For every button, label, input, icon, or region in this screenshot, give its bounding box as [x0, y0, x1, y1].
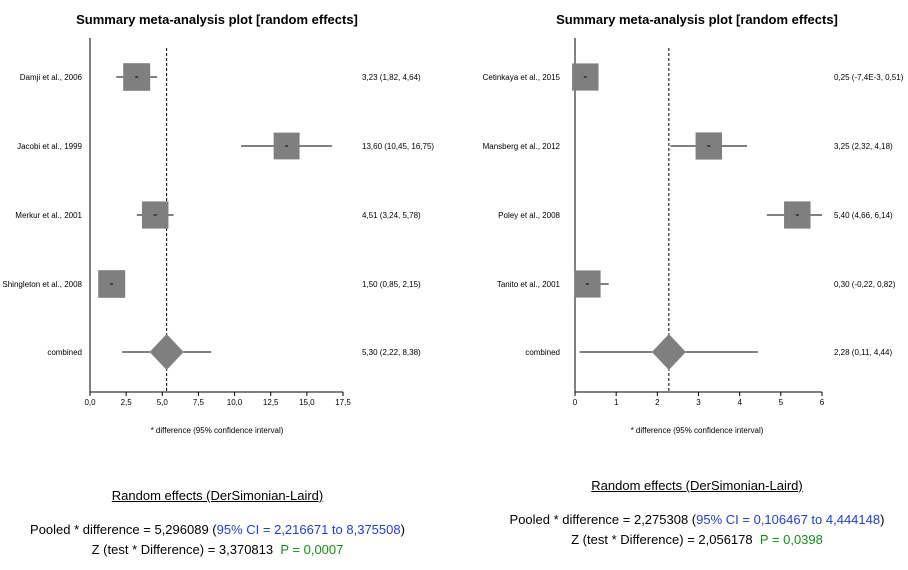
- z-text: Z (test * Difference) = 2,056178: [571, 532, 753, 547]
- study-label: Merkur et al., 2001: [15, 211, 82, 220]
- study-label: Jacobi et al., 1999: [17, 142, 82, 151]
- z-text: Z (test * Difference) = 3,370813: [91, 542, 274, 557]
- summary-heading: Random effects (DerSimonian-Laird): [111, 488, 324, 503]
- x-tick-label: 0,0: [84, 398, 96, 407]
- x-tick-label: 0: [573, 398, 578, 407]
- z-line: Z (test * Difference) = 3,370813 P = 0,0…: [20, 540, 415, 560]
- summary-right: Random effects (DerSimonian-Laird) Poole…: [498, 476, 896, 550]
- pooled-text: Pooled * difference = 5,296089 (: [30, 522, 217, 537]
- combined-label: combined: [47, 348, 82, 357]
- summary-heading: Random effects (DerSimonian-Laird): [591, 478, 803, 493]
- p-value: P = 0,0398: [759, 532, 823, 547]
- study-label: Damji et al., 2006: [20, 73, 83, 82]
- study-estimate-text: 4,51 (3,24, 5,78): [362, 211, 421, 220]
- x-tick-label: 2,5: [121, 398, 133, 407]
- study-label: Poley et al., 2008: [498, 211, 560, 220]
- study-estimate-text: 13,60 (10,45, 16,75): [362, 142, 434, 151]
- study-estimate-text: 1,50 (0,85, 2,15): [362, 280, 421, 289]
- study-estimate-text: 3,23 (1,82, 4,64): [362, 73, 421, 82]
- study-label: Shingleton et al., 2008: [2, 280, 82, 289]
- combined-label: combined: [525, 348, 560, 357]
- combined-diamond: [149, 334, 184, 370]
- combined-diamond: [651, 334, 686, 370]
- ci-text: 95% CI = 0,106467 to 4,444148: [696, 512, 881, 527]
- x-tick-label: 10,0: [227, 398, 243, 407]
- study-estimate-text: 3,25 (2,32, 4,18): [834, 142, 893, 151]
- pooled-line: Pooled * difference = 5,296089 (95% CI =…: [20, 520, 415, 540]
- x-tick-label: 5,0: [157, 398, 169, 407]
- x-axis-label: * difference (95% confidence interval): [151, 426, 284, 435]
- x-tick-label: 1: [614, 398, 619, 407]
- forest-plots: Summary meta-analysis plot [random effec…: [2, 12, 904, 435]
- x-tick-label: 5: [779, 398, 784, 407]
- study-estimate-text: 5,40 (4,66, 6,14): [834, 211, 893, 220]
- study-estimate-text: 0,30 (-0,22, 0,82): [834, 280, 896, 289]
- x-tick-label: 17,5: [335, 398, 351, 407]
- study-label: Tanito et al., 2001: [497, 280, 561, 289]
- summary-left: Random effects (DerSimonian-Laird) Poole…: [20, 486, 415, 560]
- pooled-suffix: ): [400, 522, 405, 537]
- x-tick-label: 6: [820, 398, 825, 407]
- combined-estimate-text: 5,30 (2,22, 8,38): [362, 348, 421, 357]
- x-tick-label: 2: [655, 398, 660, 407]
- pooled-text: Pooled * difference = 2,275308 (: [509, 512, 697, 527]
- x-tick-label: 7,5: [193, 398, 205, 407]
- combined-estimate-text: 2,28 (0,11, 4,44): [834, 348, 892, 357]
- study-label: Mansberg et al., 2012: [483, 142, 561, 151]
- x-tick-label: 12,5: [263, 398, 279, 407]
- ci-text: 95% CI = 2,216671 to 8,375508: [216, 522, 401, 537]
- x-tick-label: 4: [737, 398, 742, 407]
- pooled-suffix: ): [880, 512, 885, 527]
- study-label: Cetinkaya et al., 2015: [483, 73, 561, 82]
- x-tick-label: 3: [696, 398, 701, 407]
- z-line: Z (test * Difference) = 2,056178 P = 0,0…: [498, 530, 896, 550]
- p-value: P = 0,0007: [280, 542, 344, 557]
- x-tick-label: 15,0: [299, 398, 315, 407]
- x-axis-label: * difference (95% confidence interval): [631, 426, 764, 435]
- chart-title: Summary meta-analysis plot [random effec…: [76, 12, 358, 27]
- study-estimate-text: 0,25 (-7,4E-3, 0,51): [834, 73, 904, 82]
- chart-title: Summary meta-analysis plot [random effec…: [556, 12, 838, 27]
- pooled-line: Pooled * difference = 2,275308 (95% CI =…: [498, 510, 896, 530]
